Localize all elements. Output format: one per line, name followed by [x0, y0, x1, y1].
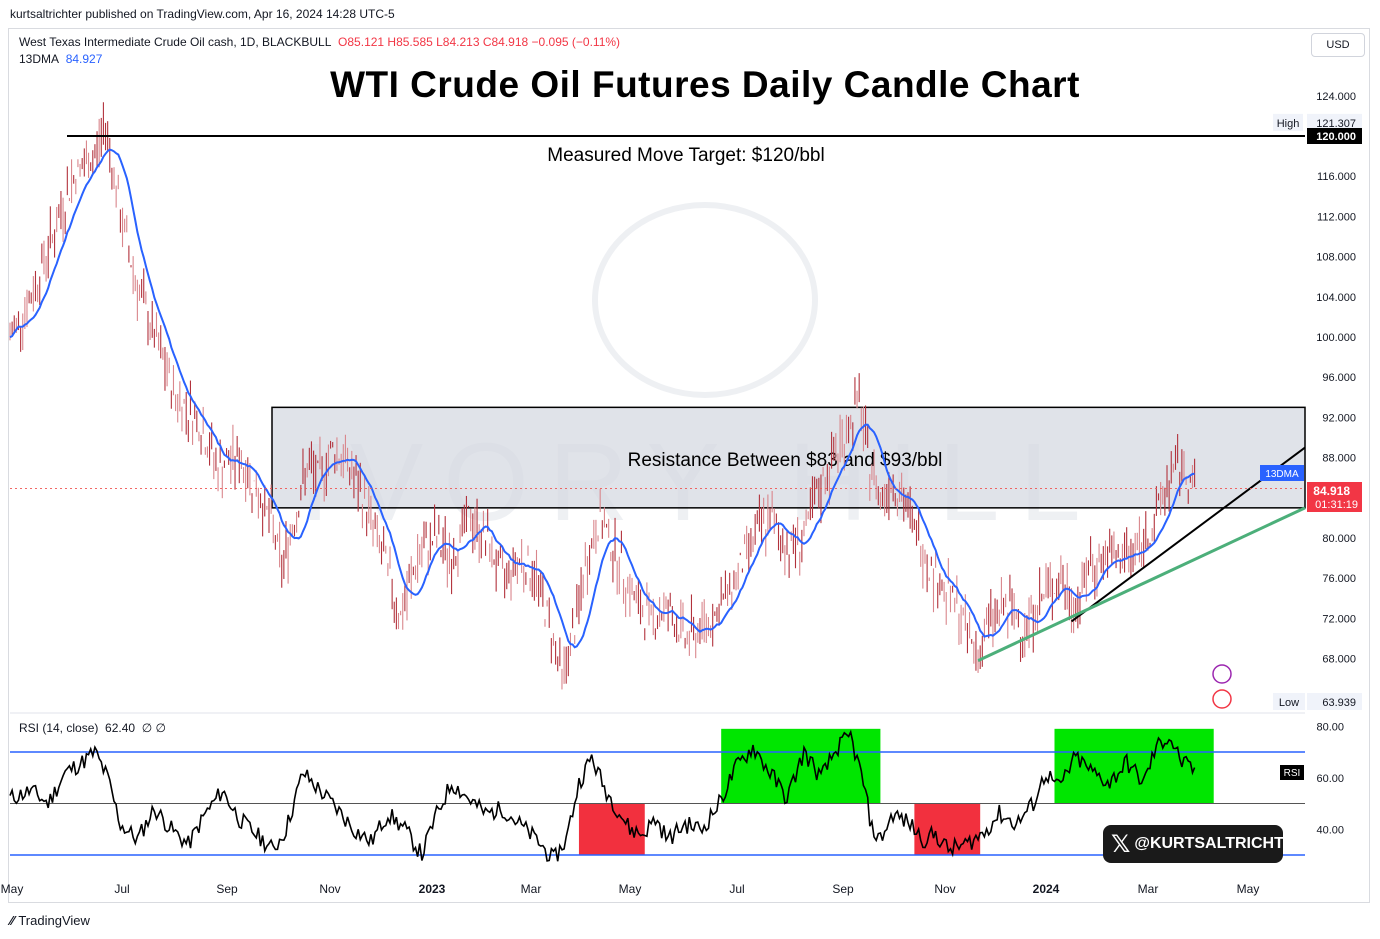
last-price-tag — [1307, 482, 1362, 512]
price-tick-label: 80.000 — [1322, 533, 1356, 545]
ma-legend: 13DMA 84.927 — [19, 52, 102, 66]
high-tag — [1273, 113, 1303, 131]
time-tick-label: 2023 — [419, 882, 446, 896]
price-tick-label: 96.000 — [1322, 372, 1356, 384]
time-tick-label: 2024 — [1033, 882, 1060, 896]
us-flag-icon — [1212, 689, 1232, 709]
x-logo-icon: 𝕏 — [1111, 830, 1131, 858]
rsi-label: RSI (14, close) — [19, 721, 99, 735]
ma-tag — [1260, 465, 1304, 481]
low-value: 63.939 — [1322, 697, 1356, 709]
rsi-panel: 80.00 60.00 40.00 RSI — [9, 712, 1344, 862]
support-trendline-green — [977, 506, 1306, 662]
price-tick-label: 116.000 — [1317, 171, 1356, 183]
rsi-tick-label: 80.00 — [1316, 721, 1344, 733]
symbol-legend: West Texas Intermediate Crude Oil cash, … — [19, 35, 620, 49]
lightning-icon — [1212, 664, 1232, 684]
price-tick-label: 76.000 — [1322, 573, 1356, 585]
chart-frame — [8, 28, 1370, 903]
symbol-name: West Texas Intermediate Crude Oil cash, … — [19, 35, 332, 49]
rsi-tag-label: RSI — [1284, 768, 1301, 779]
time-tick-label: Nov — [934, 882, 955, 896]
time-tick-label: Jul — [114, 882, 129, 896]
time-tick-label: Sep — [216, 882, 238, 896]
candle-series — [9, 102, 1196, 690]
high-value-tag — [1307, 113, 1362, 131]
target-tag — [1307, 128, 1362, 144]
rsi-tag — [1280, 765, 1304, 780]
time-tick-label: Jul — [729, 882, 744, 896]
overbought-zone — [721, 728, 881, 804]
oversold-zone — [578, 803, 645, 855]
price-tick-label: 108.000 — [1316, 252, 1356, 264]
target-tag-label: 120.000 — [1316, 131, 1356, 143]
price-tick-label: 100.000 — [1316, 332, 1356, 344]
time-tick-label: Mar — [521, 882, 542, 896]
time-tick-label: Sep — [832, 882, 854, 896]
high-value: 121.307 — [1316, 118, 1356, 130]
high-tag-label: High — [1277, 118, 1300, 130]
price-tick-label: 88.000 — [1322, 453, 1356, 465]
rsi-line — [9, 729, 1196, 862]
social-handle: @KURTSALTRICHTER — [1134, 835, 1307, 852]
resistance-zone-rect — [271, 406, 1306, 509]
time-tick-label: Nov — [319, 882, 340, 896]
ma-value: 84.927 — [65, 52, 103, 66]
rsi-extra: ∅ ∅ — [141, 721, 166, 735]
price-tick-label: 124.000 — [1316, 91, 1356, 103]
rsi-value: 62.40 — [105, 721, 136, 735]
time-tick-label: May — [1, 882, 24, 896]
ma-13-line — [9, 148, 1195, 649]
countdown-value: 01:31:19 — [1315, 499, 1358, 511]
resistance-label: Resistance Between $83 and $93/bbl — [628, 450, 943, 471]
price-tick-label: 92.000 — [1322, 412, 1356, 424]
annotation-lines: Measured Move Target: $120/bbl — [10, 135, 1306, 662]
footer-brand-text: TradingView — [18, 913, 90, 928]
rsi-tick-label: 40.00 — [1316, 824, 1344, 836]
ohlc-values: O85.121 H85.585 L84.213 C84.918 −0.095 (… — [338, 35, 621, 49]
currency-selector[interactable]: USD — [1311, 33, 1365, 57]
publisher-line: kurtsaltrichter published on TradingView… — [10, 7, 395, 21]
low-value-tag — [1307, 693, 1362, 710]
tradingview-logo-icon: ⁄⁄ — [10, 913, 15, 928]
price-tick-label: 68.000 — [1322, 654, 1356, 666]
watermark-elephant-icon — [592, 202, 818, 398]
time-axis[interactable]: May Jul Sep Nov 2023 Mar May Jul Sep Nov 2024 Mar Ma… — [1, 882, 1260, 896]
price-tick-label: 112.000 — [1317, 211, 1356, 223]
rsi-tick-label: 60.00 — [1316, 773, 1344, 785]
low-tag-label: Low — [1279, 697, 1299, 709]
footer-brand[interactable]: ⁄⁄ TradingView — [10, 913, 90, 928]
moving-average-line — [9, 148, 1195, 649]
price-tick-label: 72.000 — [1322, 613, 1356, 625]
rsi-legend: RSI (14, close) 62.40 ∅ ∅ — [19, 721, 166, 735]
time-tick-label: Mar — [1138, 882, 1159, 896]
resistance-zone: Resistance Between $83 and $93/bbl — [271, 406, 1306, 509]
target-label: Measured Move Target: $120/bbl — [547, 145, 824, 166]
ma-tag-label: 13DMA — [1265, 469, 1299, 480]
price-tick-label: 104.000 — [1316, 292, 1356, 304]
low-tag — [1273, 693, 1305, 710]
social-badge: 𝕏 @KURTSALTRICHTER — [1103, 825, 1306, 863]
last-price-value: 84.918 — [1313, 484, 1350, 498]
time-tick-label: May — [619, 882, 642, 896]
price-axis[interactable]: 124.000 120.000 116.000 112.000 108.000 104.0… — [1212, 91, 1362, 710]
ma-label: 13DMA — [19, 52, 60, 66]
time-tick-label: May — [1237, 882, 1260, 896]
chart-title: WTI Crude Oil Futures Daily Candle Chart — [330, 64, 1080, 105]
